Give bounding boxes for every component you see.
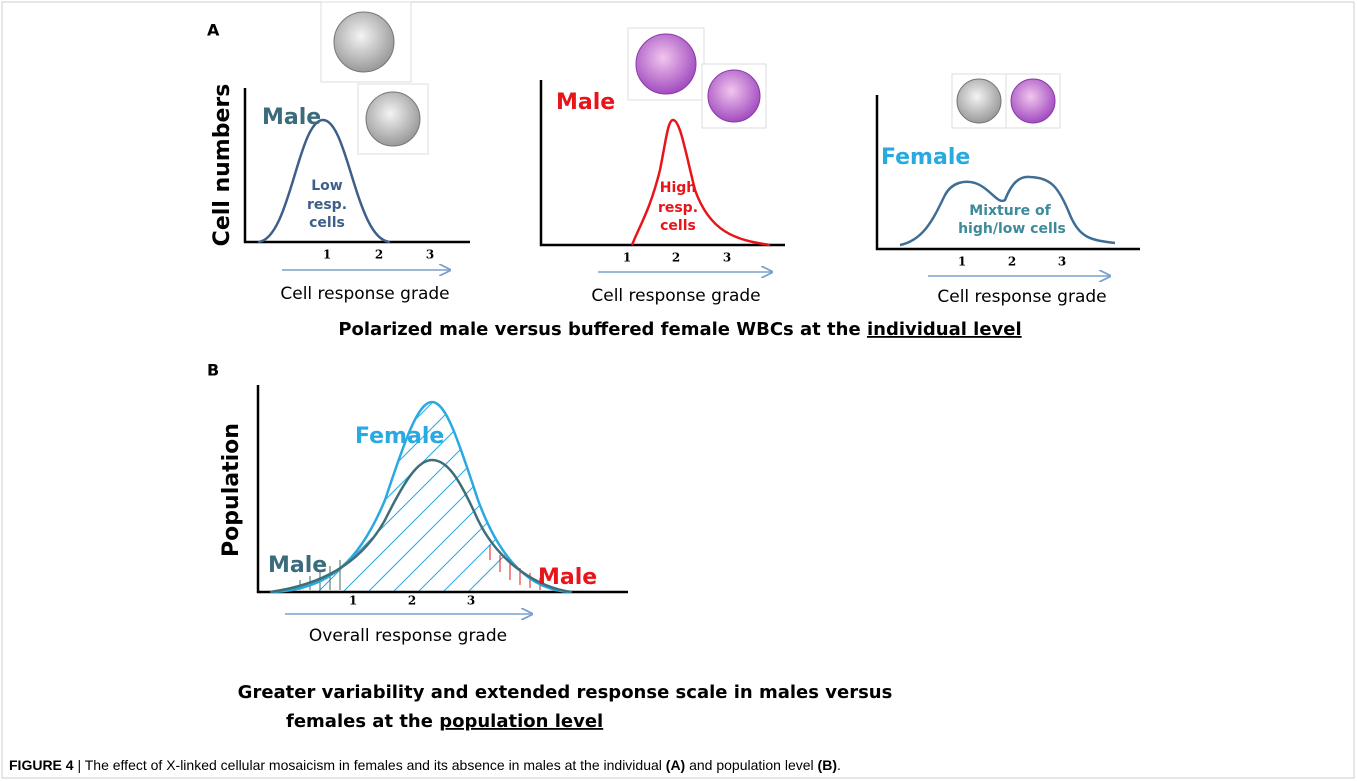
caption-text: females at the	[286, 711, 439, 732]
axes	[875, 95, 1140, 251]
tick-label: 2	[672, 251, 680, 265]
plot: Male High resp. cells 1 2 3 Cell respons…	[539, 27, 785, 306]
cell-image	[333, 11, 395, 73]
curve-label: cells	[309, 215, 345, 231]
axes	[539, 80, 785, 247]
tick-label: 3	[1058, 255, 1066, 269]
caption-underlined: individual level	[867, 319, 1022, 340]
x-axis-label: Cell response grade	[591, 286, 760, 306]
tick-label: 3	[723, 251, 731, 265]
caption-ref: (B)	[818, 757, 837, 773]
x-axis-label: Overall response grade	[309, 626, 507, 646]
panel-label: A	[207, 21, 220, 40]
curve-label: cells	[660, 218, 696, 234]
tick-label: 1	[349, 594, 357, 608]
plot: Female Mixture of high/low cells 1 2 3 C…	[875, 73, 1140, 307]
curve-label: high/low cells	[958, 221, 1066, 237]
tick-label: 2	[1008, 255, 1016, 269]
panel-caption: Polarized male versus buffered female WB…	[338, 319, 1021, 340]
axes	[256, 385, 628, 594]
axes	[243, 88, 470, 244]
curve-label: Male	[538, 565, 597, 590]
curve	[271, 400, 571, 594]
y-axis-label: Population	[219, 423, 244, 557]
curve-label: Low	[311, 178, 343, 194]
x-axis-label: Cell response grade	[280, 284, 449, 304]
caption-text: Polarized male versus buffered female WB…	[338, 319, 867, 340]
caption-text: and population level	[685, 757, 817, 773]
plot-title: Male	[262, 105, 321, 130]
curve-label: resp.	[307, 197, 347, 213]
curve-label: Mixture of	[969, 203, 1051, 219]
caption-text: .	[837, 757, 841, 773]
caption-label: FIGURE 4	[9, 757, 74, 773]
panel-caption: Greater variability and extended respons…	[238, 682, 893, 703]
tick-label: 1	[323, 248, 331, 262]
tick-label: 3	[426, 248, 434, 262]
cell-image	[707, 69, 761, 123]
cell-image	[365, 91, 421, 147]
cell-image	[635, 33, 697, 95]
panel-caption: females at the population level	[286, 711, 603, 732]
tick-label: 2	[375, 248, 383, 262]
plot-title: Female	[881, 145, 970, 170]
x-axis-label: Cell response grade	[937, 287, 1106, 307]
panel-label: B	[207, 361, 219, 380]
tick-label: 1	[623, 251, 631, 265]
tick-label: 2	[408, 594, 416, 608]
curve	[269, 458, 573, 594]
caption-text: | The effect of X-linked cellular mosaic…	[74, 757, 666, 773]
figure-caption: FIGURE 4 | The effect of X-linked cellul…	[9, 757, 841, 773]
tick-label: 1	[958, 255, 966, 269]
tick-label: 3	[467, 594, 475, 608]
curve-label: High	[660, 180, 697, 196]
cell-image	[956, 78, 1002, 124]
curve	[257, 118, 391, 244]
cell-image	[1010, 78, 1056, 124]
curve-label: Female	[355, 424, 444, 449]
curve-label: Male	[268, 553, 327, 578]
curve-label: resp.	[658, 200, 698, 216]
curve	[630, 118, 771, 247]
caption-underlined: population level	[439, 711, 603, 732]
plot-title: Male	[556, 90, 615, 115]
plot: Male Low resp. cells 1 2 3 Cell response…	[243, 1, 470, 304]
y-axis-label: Cell numbers	[210, 84, 235, 247]
caption-ref: (A)	[666, 757, 685, 773]
curve	[899, 175, 1116, 247]
